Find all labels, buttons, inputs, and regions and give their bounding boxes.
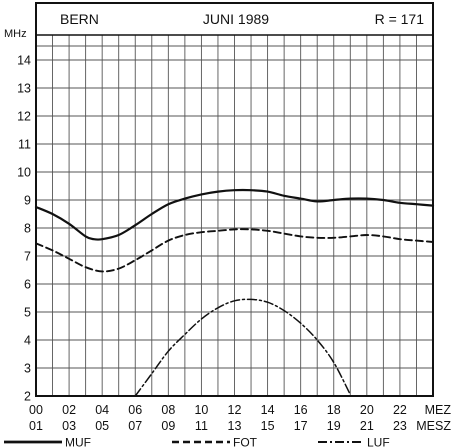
- y-tick-label: 11: [18, 138, 31, 152]
- series-luf-line: [134, 298, 352, 397]
- legend-label-fot: FOT: [233, 436, 258, 448]
- y-tick-label: 4: [24, 334, 31, 348]
- period-title: JUNI 1989: [203, 11, 269, 27]
- y-axis-label: MHz: [4, 28, 27, 40]
- series-fot-line: [35, 228, 434, 273]
- station-title: BERN: [60, 11, 99, 27]
- x-tick-label-mez: 04: [95, 403, 109, 417]
- y-tick-label: 2: [24, 390, 31, 404]
- x-tick-label-mez: 10: [194, 403, 208, 417]
- y-tick-label: 3: [24, 362, 31, 376]
- x-tick-label-mesz: 15: [261, 419, 275, 433]
- legend-label-muf: MUF: [65, 436, 91, 448]
- x-tick-label-mesz: 23: [393, 419, 407, 433]
- sunspot-index: R = 171: [375, 11, 425, 27]
- x-tick-label-mesz: 13: [228, 419, 242, 433]
- x-tick-label-mez: 12: [228, 403, 242, 417]
- x-unit-mesz: MESZ: [416, 419, 451, 433]
- x-tick-label-mez: 08: [161, 403, 175, 417]
- x-tick-label-mez: 18: [327, 403, 341, 417]
- series-lines: [34, 188, 435, 397]
- y-tick-label: 6: [24, 278, 31, 292]
- plot-frame: [35, 2, 434, 397]
- y-tick-label: 7: [24, 250, 31, 264]
- x-tick-label-mesz: 11: [195, 419, 208, 433]
- y-tick-label: 12: [17, 110, 31, 124]
- x-unit-mez: MEZ: [425, 403, 452, 417]
- series-muf-line: [34, 188, 435, 241]
- x-tick-label-mesz: 09: [161, 419, 175, 433]
- y-tick-label: 10: [17, 166, 31, 180]
- y-tick-label: 14: [17, 54, 31, 68]
- x-tick-label-mesz: 01: [29, 419, 43, 433]
- x-tick-labels: 00 02 04 06 08 10 12 14 16 18 20 22 01 03 05 07 09 11 13 15…: [29, 403, 407, 433]
- y-tick-label: 13: [17, 82, 31, 96]
- x-tick-label-mesz: 21: [360, 419, 374, 433]
- x-tick-label-mez: 02: [62, 403, 76, 417]
- legend-label-luf: LUF: [367, 436, 390, 448]
- x-tick-label-mez: 06: [128, 403, 142, 417]
- x-tick-label-mesz: 03: [62, 419, 76, 433]
- x-tick-label-mez: 14: [261, 403, 275, 417]
- x-tick-label-mesz: 19: [327, 419, 341, 433]
- x-tick-label-mesz: 07: [128, 419, 142, 433]
- y-tick-labels: 2 3 4 5 6 7 8 9 10 11 12 13 14: [17, 54, 31, 404]
- x-tick-label-mesz: 05: [95, 419, 109, 433]
- x-tick-label-mez: 16: [294, 403, 308, 417]
- x-tick-label-mez: 20: [360, 403, 374, 417]
- y-tick-label: 9: [24, 194, 31, 208]
- y-tick-label: 5: [24, 306, 31, 320]
- x-tick-label-mez: 22: [393, 403, 407, 417]
- legend: MUF FOT LUF: [4, 436, 390, 448]
- y-tick-label: 8: [24, 222, 31, 236]
- x-tick-label-mez: 00: [29, 403, 43, 417]
- x-tick-label-mesz: 17: [294, 419, 308, 433]
- chart-grid: [36, 35, 433, 396]
